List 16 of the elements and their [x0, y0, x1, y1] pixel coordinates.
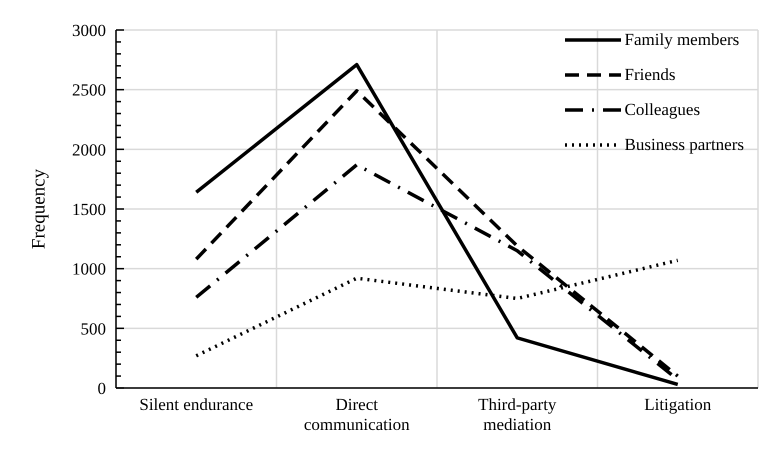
legend-label: Colleagues: [624, 100, 700, 120]
x-tick-label: Litigation: [644, 395, 712, 414]
legend-label: Business partners: [624, 134, 744, 154]
legend-label: Family members: [624, 30, 740, 50]
y-tick-label: 2000: [72, 140, 106, 160]
y-tick-label: 2500: [72, 80, 106, 100]
y-tick-label: 0: [98, 379, 106, 398]
y-tick-label: 1000: [72, 260, 106, 279]
legend-label: Friends: [624, 64, 676, 84]
y-axis-title: Frequency: [28, 168, 50, 250]
y-tick-label: 500: [80, 319, 106, 338]
x-tick-label: Silent endurance: [139, 395, 254, 414]
x-tick-label: Third-party mediation: [478, 395, 557, 434]
y-tick-label: 3000: [72, 21, 106, 40]
y-tick-label: 1500: [72, 200, 106, 219]
x-tick-label: Direct communication: [304, 395, 410, 434]
